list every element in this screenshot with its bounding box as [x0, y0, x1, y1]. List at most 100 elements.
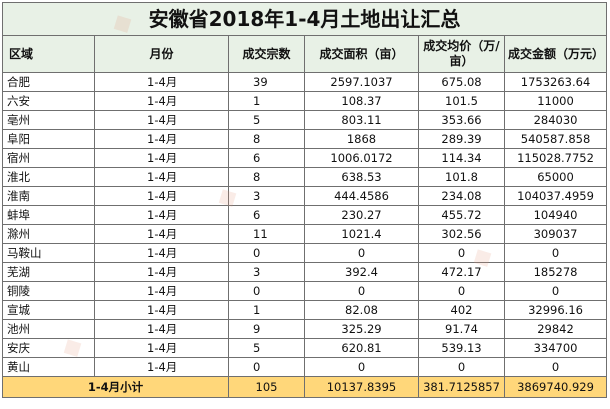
cell-deals: 5: [228, 338, 305, 358]
cell-avg-price: 0: [418, 357, 505, 377]
table-row: 安庆 1-4月 5 620.81 539.13 334700: [2, 338, 608, 358]
cell-region: 蚌埠: [2, 205, 95, 225]
cell-region: 亳州: [2, 110, 95, 130]
cell-avg-price: 402: [418, 300, 505, 320]
table-row: 马鞍山 1-4月 0 0 0 0: [2, 243, 608, 263]
cell-region: 合肥: [2, 72, 95, 92]
cell-deals: 0: [228, 281, 305, 301]
cell-area: 620.81: [304, 338, 419, 358]
summary-table: 安徽省2018年1-4月土地出让汇总 区域 月份 成交宗数 成交面积（亩） 成交…: [1, 2, 608, 398]
cell-avg-price: 455.72: [418, 205, 505, 225]
cell-area: 108.37: [304, 91, 419, 111]
cell-deals: 5: [228, 110, 305, 130]
total-deals: 105: [228, 376, 305, 398]
cell-deals: 1: [228, 91, 305, 111]
table-row: 六安 1-4月 1 108.37 101.5 11000: [2, 91, 608, 111]
cell-area: 1006.0172: [304, 148, 419, 168]
cell-deals: 1: [228, 300, 305, 320]
cell-month: 1-4月: [94, 167, 229, 187]
cell-area: 0: [304, 357, 419, 377]
cell-deals: 6: [228, 205, 305, 225]
cell-deals: 6: [228, 148, 305, 168]
table-row: 蚌埠 1-4月 6 230.27 455.72 104940: [2, 205, 608, 225]
cell-deals: 11: [228, 224, 305, 244]
cell-month: 1-4月: [94, 281, 229, 301]
header-avg-price: 成交均价（万/亩）: [418, 35, 505, 73]
cell-area: 803.11: [304, 110, 419, 130]
cell-region: 滁州: [2, 224, 95, 244]
cell-region: 淮北: [2, 167, 95, 187]
cell-area: 392.4: [304, 262, 419, 282]
cell-area: 230.27: [304, 205, 419, 225]
table-row: 池州 1-4月 9 325.29 91.74 29842: [2, 319, 608, 339]
cell-month: 1-4月: [94, 224, 229, 244]
cell-avg-price: 101.8: [418, 167, 505, 187]
cell-deals: 9: [228, 319, 305, 339]
cell-avg-price: 472.17: [418, 262, 505, 282]
cell-region: 宿州: [2, 148, 95, 168]
cell-month: 1-4月: [94, 338, 229, 358]
table-row: 亳州 1-4月 5 803.11 353.66 284030: [2, 110, 608, 130]
cell-region: 马鞍山: [2, 243, 95, 263]
cell-region: 安庆: [2, 338, 95, 358]
table-row: 宣城 1-4月 1 82.08 402 32996.16: [2, 300, 608, 320]
cell-area: 1021.4: [304, 224, 419, 244]
cell-deals: 39: [228, 72, 305, 92]
cell-avg-price: 675.08: [418, 72, 505, 92]
cell-amount: 0: [503, 357, 608, 377]
table-row: 滁州 1-4月 11 1021.4 302.56 309037: [2, 224, 608, 244]
cell-area: 444.4586: [304, 186, 419, 206]
cell-deals: 0: [228, 357, 305, 377]
sheet-title: 安徽省2018年1-4月土地出让汇总: [1, 2, 608, 36]
total-avg-price: 381.7125857: [418, 376, 505, 398]
cell-amount: 104037.4959: [503, 186, 608, 206]
cell-region: 宣城: [2, 300, 95, 320]
cell-month: 1-4月: [94, 129, 229, 149]
cell-deals: 3: [228, 262, 305, 282]
cell-avg-price: 114.34: [418, 148, 505, 168]
table-row: 合肥 1-4月 39 2597.1037 675.08 1753263.64: [2, 72, 608, 92]
cell-area: 325.29: [304, 319, 419, 339]
cell-month: 1-4月: [94, 110, 229, 130]
cell-region: 铜陵: [2, 281, 95, 301]
cell-avg-price: 0: [418, 281, 505, 301]
cell-region: 黄山: [2, 357, 95, 377]
cell-avg-price: 234.08: [418, 186, 505, 206]
cell-area: 0: [304, 281, 419, 301]
land-transfer-sheet: 安徽省2018年1-4月土地出让汇总 区域 月份 成交宗数 成交面积（亩） 成交…: [1, 2, 608, 398]
table-row: 淮北 1-4月 8 638.53 101.8 65000: [2, 167, 608, 187]
cell-amount: 11000: [503, 91, 608, 111]
cell-month: 1-4月: [94, 91, 229, 111]
title-row: 安徽省2018年1-4月土地出让汇总: [1, 2, 608, 36]
cell-region: 池州: [2, 319, 95, 339]
cell-amount: 309037: [503, 224, 608, 244]
cell-region: 淮南: [2, 186, 95, 206]
cell-month: 1-4月: [94, 262, 229, 282]
table-row: 黄山 1-4月 0 0 0 0: [2, 357, 608, 377]
header-month: 月份: [94, 35, 229, 73]
total-area: 10137.8395: [304, 376, 419, 398]
cell-amount: 1753263.64: [503, 72, 608, 92]
cell-amount: 104940: [503, 205, 608, 225]
cell-region: 芜湖: [2, 262, 95, 282]
cell-avg-price: 539.13: [418, 338, 505, 358]
cell-area: 2597.1037: [304, 72, 419, 92]
cell-amount: 115028.7752: [503, 148, 608, 168]
cell-avg-price: 91.74: [418, 319, 505, 339]
table-row: 铜陵 1-4月 0 0 0 0: [2, 281, 608, 301]
cell-avg-price: 101.5: [418, 91, 505, 111]
cell-month: 1-4月: [94, 148, 229, 168]
total-label: 1-4月小计: [2, 376, 229, 398]
cell-deals: 0: [228, 243, 305, 263]
cell-area: 1868: [304, 129, 419, 149]
cell-amount: 540587.858: [503, 129, 608, 149]
cell-month: 1-4月: [94, 319, 229, 339]
cell-amount: 29842: [503, 319, 608, 339]
header-deals: 成交宗数: [228, 35, 305, 73]
cell-month: 1-4月: [94, 243, 229, 263]
header-region: 区域: [2, 35, 95, 73]
cell-amount: 185278: [503, 262, 608, 282]
cell-avg-price: 289.39: [418, 129, 505, 149]
cell-avg-price: 0: [418, 243, 505, 263]
cell-amount: 0: [503, 281, 608, 301]
